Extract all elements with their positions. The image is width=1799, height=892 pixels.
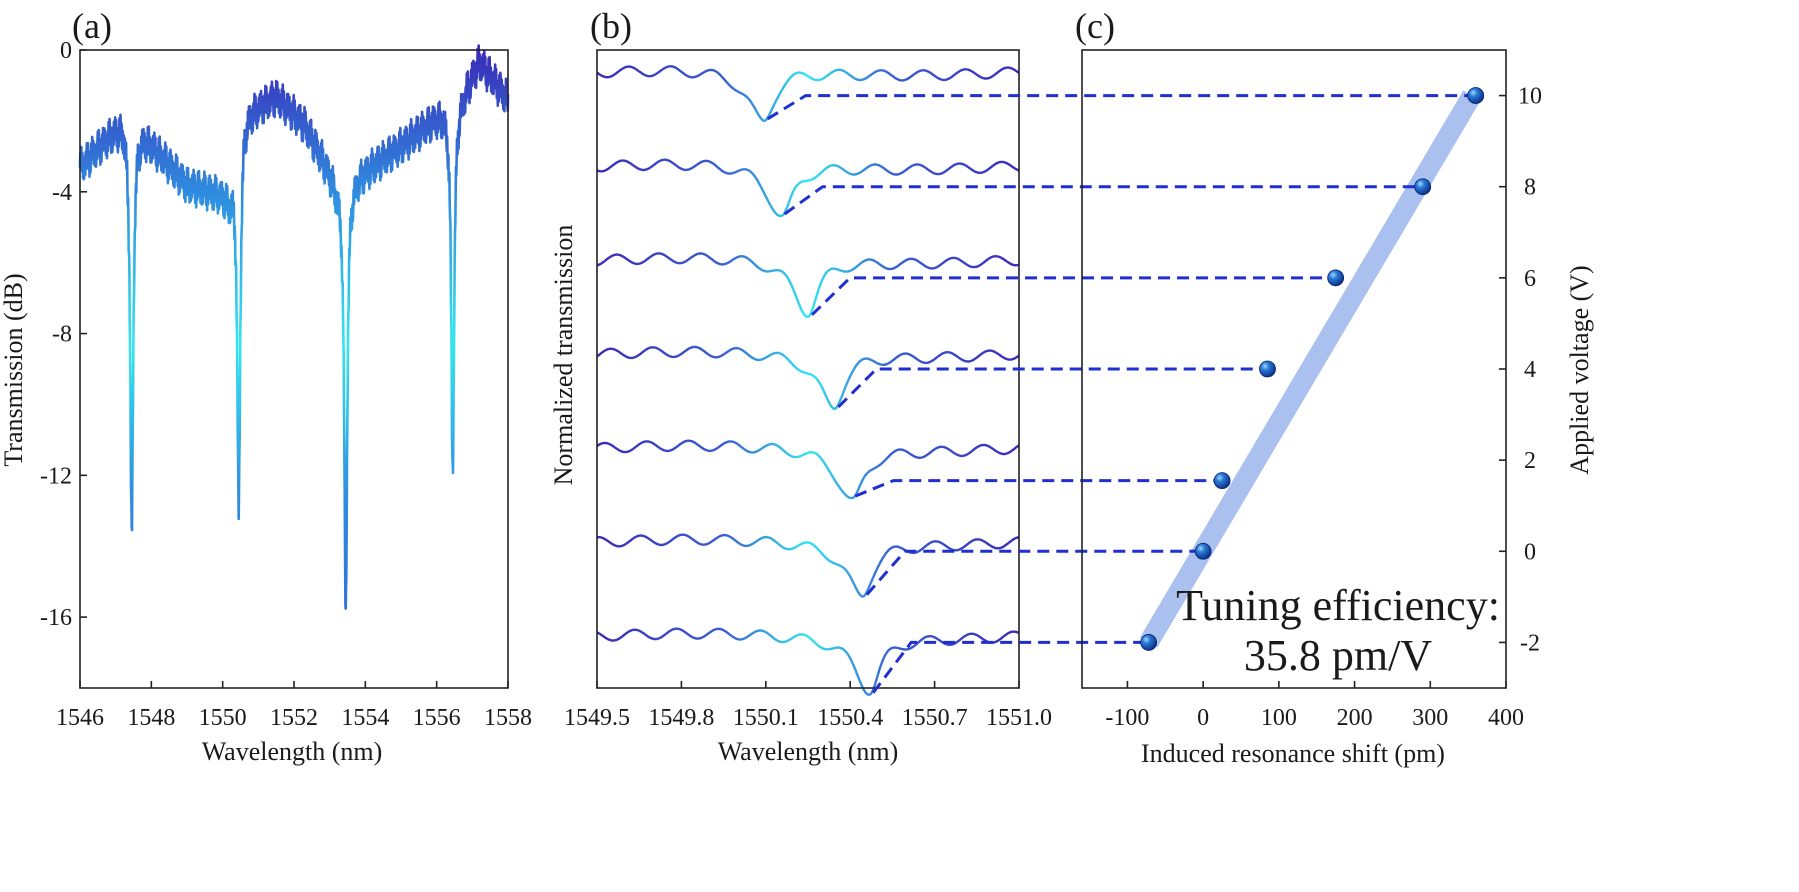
panel-c-point <box>1259 360 1276 378</box>
panel-b-ticks: 1549.5 1549.8 1550.1 1550.4 1550.7 1551.0 <box>564 681 1052 731</box>
connector-8v <box>783 185 1415 216</box>
panel-b-xtick-label: 1549.5 <box>564 705 630 731</box>
panel-b-ylabel: Normalized transmission <box>549 225 578 486</box>
panel-c-point <box>1213 472 1231 490</box>
connector-2v <box>854 479 1215 498</box>
connector-10v <box>766 94 1468 121</box>
panel-c-ytick-label: 2 <box>1524 448 1536 474</box>
panel-c-point <box>1414 178 1432 196</box>
panel-a-label: (a) <box>72 6 112 46</box>
panel-c-ytick-label: 0 <box>1524 539 1536 565</box>
panel-b-curves <box>596 65 1020 696</box>
panel-a-xtick-label: 1556 <box>413 705 461 731</box>
panel-a-ytick-label: -4 <box>52 180 72 206</box>
panel-b-label: (b) <box>590 6 632 46</box>
panel-a-xtick-label: 1546 <box>56 705 104 731</box>
panel-c-xtick-label: 400 <box>1488 705 1524 731</box>
panel-a-transmission-curve <box>78 44 510 610</box>
panel-b-xtick-label: 1549.8 <box>648 705 714 731</box>
connector-4v <box>837 367 1260 408</box>
panel-c-ytick-label: 8 <box>1524 175 1536 201</box>
panel-a-ylabel: Transmission (dB) <box>0 273 28 466</box>
connector-6v <box>810 276 1328 316</box>
panel-a-ytick-label: -12 <box>40 463 72 489</box>
panel-a-xlabel: Wavelength (nm) <box>202 737 383 766</box>
panel-b-spectrum-2v <box>596 439 1020 500</box>
panel-b: (b) 1549.5 1549.8 1550.1 1550.4 1550.7 1551.0… <box>549 6 1052 766</box>
panel-b-spectrum-8v <box>596 158 1020 218</box>
panel-a-xtick-label: 1552 <box>270 705 318 731</box>
panel-a-ticks: 1546 1548 1550 1552 1554 1556 1558 0 -4 -8 -12 -16 <box>40 38 532 731</box>
panel-a-ytick-label: -16 <box>40 605 72 631</box>
panel-a-xtick-label: 1548 <box>127 705 175 731</box>
panel-b-xlabel: Wavelength (nm) <box>718 737 899 766</box>
panel-a-ytick-label: 0 <box>60 38 72 64</box>
panel-c-ytick-label: 10 <box>1518 84 1542 110</box>
panel-c-point <box>1327 269 1345 287</box>
panel-c-point <box>1194 542 1212 560</box>
panel-a-xtick-label: 1550 <box>199 705 247 731</box>
panel-b-xtick-label: 1550.4 <box>817 705 883 731</box>
panel-c-points <box>1140 87 1485 651</box>
panel-c-ylabel: Applied voltage (V) <box>1565 265 1594 474</box>
panel-b-spectrum--2v <box>596 627 1020 696</box>
panel-b-spectrum-4v <box>596 345 1020 411</box>
panel-c-ytick-label: 4 <box>1524 357 1536 383</box>
panel-c-xtick-label: 300 <box>1412 705 1448 731</box>
panel-a-xtick-label: 1558 <box>484 705 532 731</box>
panel-b-frame <box>596 49 1020 689</box>
connector-0v <box>865 549 1196 596</box>
tuning-efficiency-label: Tuning efficiency: <box>1176 581 1500 630</box>
panel-c-point <box>1467 87 1485 104</box>
panel-b-xtick-label: 1551.0 <box>986 705 1052 731</box>
panel-c-ticks: -100 0 100 200 300 400 10 8 6 4 2 0 -2 <box>1105 84 1542 731</box>
panel-b-spectrum-6v <box>596 252 1020 318</box>
panel-c-connectors <box>766 94 1468 694</box>
panel-c-xtick-label: 100 <box>1261 705 1297 731</box>
panel-a-xtick-label: 1554 <box>341 705 389 731</box>
panel-c-point <box>1140 634 1158 651</box>
panel-c-xtick-label: 0 <box>1197 705 1209 731</box>
panel-c-label: (c) <box>1075 6 1115 46</box>
panel-c-xtick-label: -100 <box>1105 705 1149 731</box>
panel-c-ytick-label: 6 <box>1524 266 1536 292</box>
panel-b-xtick-label: 1550.7 <box>902 705 968 731</box>
panel-c: (c) -100 0 100 200 300 400 10 8 6 4 2 0 -2 Tuning ef… <box>766 6 1594 768</box>
panel-a-ytick-label: -8 <box>52 322 72 348</box>
tuning-efficiency-value: 35.8 pm/V <box>1244 631 1432 680</box>
panel-c-fit-line <box>1140 90 1481 648</box>
panel-b-xtick-label: 1550.1 <box>733 705 799 731</box>
panel-b-spectrum-0v <box>596 533 1020 598</box>
panel-c-ytick-label: -2 <box>1520 630 1540 656</box>
panel-b-spectrum-10v <box>596 65 1020 122</box>
panel-c-xtick-label: 200 <box>1337 705 1373 731</box>
connector--2v <box>872 640 1141 694</box>
panel-c-xlabel: Induced resonance shift (pm) <box>1141 739 1445 768</box>
panel-a: (a) 1546 1548 1550 1552 1554 1556 1558 0 -4 -8 -12… <box>0 6 532 766</box>
